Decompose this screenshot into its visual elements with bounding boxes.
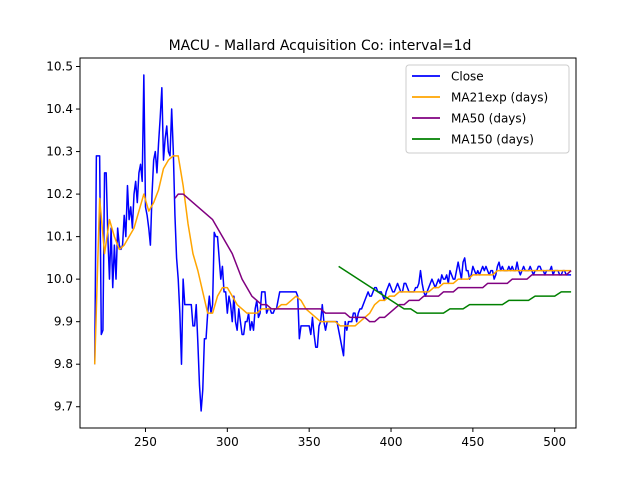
y-tick-label: 10.0 xyxy=(46,272,73,286)
x-tick-label: 350 xyxy=(298,435,321,449)
y-tick-label: 10.2 xyxy=(46,187,73,201)
plot-frame xyxy=(79,57,577,429)
series-line-2 xyxy=(174,193,572,323)
y-tick-label: 10.4 xyxy=(46,102,73,116)
series-line-3 xyxy=(338,265,572,314)
legend-box xyxy=(405,64,570,154)
legend-label-3: MA150 (days) xyxy=(451,133,534,147)
legend-label-1: MA21exp (days) xyxy=(451,91,548,105)
y-tick-label: 10.5 xyxy=(46,60,73,74)
x-tick-label: 250 xyxy=(134,435,157,449)
y-tick-label: 9.7 xyxy=(54,400,73,414)
x-tick-label: 400 xyxy=(380,435,403,449)
series-layer xyxy=(93,74,572,412)
y-tick-label: 10.3 xyxy=(46,145,73,159)
x-tick-label: 300 xyxy=(216,435,239,449)
chart-title: MACU - Mallard Acquisition Co: interval=… xyxy=(169,38,472,54)
y-tick-label: 9.9 xyxy=(54,315,73,329)
x-tick-label: 500 xyxy=(543,435,566,449)
y-axis: 9.7 9.8 9.9 10.0 10.1 10.2 10.3 10.4 10.5 xyxy=(46,60,80,414)
legend-label-2: MA50 (days) xyxy=(451,112,526,126)
legend-label-0: Close xyxy=(451,70,484,84)
y-tick-label: 10.1 xyxy=(46,230,73,244)
series-line-1 xyxy=(93,155,572,365)
x-axis: 250 300 350 400 450 500 xyxy=(134,428,566,449)
legend: Close MA21exp (days) MA50 (days) MA150 (day… xyxy=(405,64,570,154)
x-tick-label: 450 xyxy=(461,435,484,449)
y-tick-label: 9.8 xyxy=(54,357,73,371)
